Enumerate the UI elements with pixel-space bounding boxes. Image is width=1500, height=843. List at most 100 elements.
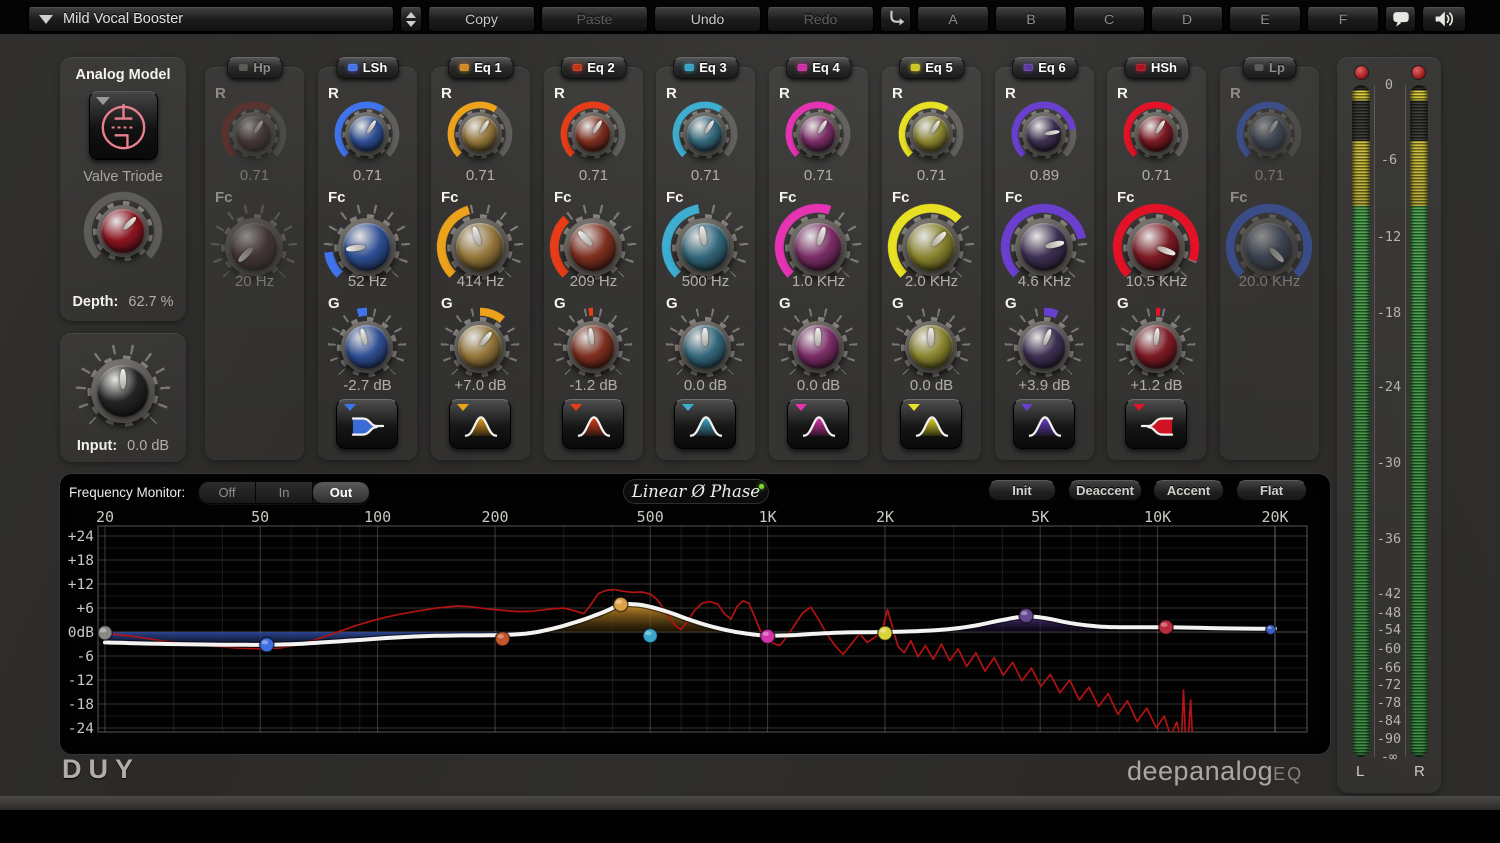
resonance-knob[interactable] — [334, 101, 400, 167]
resonance-knob[interactable] — [785, 101, 851, 167]
monitor-out-button[interactable]: Out — [313, 482, 369, 503]
gain-knob[interactable] — [327, 307, 407, 387]
knob-pointer — [119, 368, 127, 390]
resonance-knob[interactable] — [560, 101, 626, 167]
knob-cap — [230, 223, 278, 271]
frequency-knob[interactable] — [549, 203, 637, 291]
band-tab-eq1[interactable]: Eq 1 — [447, 57, 514, 79]
monitor-in-button[interactable]: In — [256, 482, 313, 503]
audio-button[interactable] — [1422, 6, 1466, 32]
curve-type-button[interactable] — [787, 399, 849, 449]
frequency-knob-slot — [661, 203, 749, 291]
deaccent-button[interactable]: Deaccent — [1068, 480, 1142, 501]
analog-model-panel: Analog Model Valve Triode Depth: 62.7 % — [60, 57, 186, 321]
resonance-knob[interactable] — [1236, 101, 1302, 167]
paste-button[interactable]: Paste — [541, 6, 648, 32]
gain-value: 0.0 dB — [909, 377, 954, 394]
knob-pointer — [1044, 239, 1065, 250]
resonance-value: 0.71 — [239, 167, 270, 184]
band-tab-eq6[interactable]: Eq 6 — [1011, 57, 1078, 79]
undo-button[interactable]: Undo — [654, 6, 761, 32]
depth-knob[interactable] — [83, 191, 163, 271]
knob-pointer — [815, 226, 827, 247]
resonance-knob-slot — [560, 101, 626, 167]
band-tab-hsh[interactable]: HSh — [1124, 57, 1189, 79]
input-knob-control[interactable] — [75, 343, 171, 439]
valve-triode-icon — [101, 103, 146, 150]
frequency-response-plot[interactable]: 20 50 100 200 500 1K 2K 5K 10K 20K +24 +18 +12 +6 0dB -… — [60, 474, 1330, 754]
init-button[interactable]: Init — [988, 480, 1056, 501]
gain-knob[interactable] — [440, 307, 520, 387]
redo-button[interactable]: Redo — [767, 6, 874, 32]
gain-knob[interactable] — [1004, 307, 1084, 387]
curve-type-button[interactable] — [1125, 399, 1187, 449]
preset-slot-d[interactable]: D — [1151, 6, 1223, 32]
gain-knob[interactable] — [553, 307, 633, 387]
frequency-knob[interactable] — [887, 203, 975, 291]
gain-knob[interactable] — [1116, 307, 1196, 387]
gain-label: G — [666, 295, 678, 312]
preset-slot-e[interactable]: E — [1229, 6, 1301, 32]
frequency-knob[interactable] — [1225, 203, 1313, 291]
monitor-off-button[interactable]: Off — [199, 482, 256, 503]
preset-stepper[interactable] — [400, 6, 422, 32]
frequency-label: Fc — [1230, 189, 1248, 206]
resonance-knob[interactable] — [898, 101, 964, 167]
band-tab-lp[interactable]: Lp — [1242, 57, 1297, 79]
frequency-knob[interactable] — [323, 203, 411, 291]
band-tab-eq4[interactable]: Eq 4 — [785, 57, 852, 79]
svg-text:-18: -18 — [68, 697, 94, 713]
curve-type-dropdown-icon — [1021, 404, 1033, 411]
preset-slot-b[interactable]: B — [995, 6, 1067, 32]
band-tab-eq3[interactable]: Eq 3 — [672, 57, 739, 79]
analog-model-selector[interactable] — [89, 91, 158, 160]
band-tab-hp[interactable]: Hp — [226, 57, 283, 79]
curve-type-button[interactable] — [900, 399, 962, 449]
linear-phase-badge[interactable]: Linear Ø Phase — [623, 479, 769, 504]
eq-band-lsh: LSh R 0.71 Fc 52 Hz G -2.7 dB — [318, 57, 417, 460]
frequency-knob[interactable] — [1000, 203, 1088, 291]
meter-scale-tick: -60 — [1376, 641, 1402, 657]
input-knob[interactable] — [75, 343, 171, 439]
frequency-knob[interactable] — [436, 203, 524, 291]
frequency-knob[interactable] — [1112, 203, 1200, 291]
preset-slot-c[interactable]: C — [1073, 6, 1145, 32]
clip-led-right[interactable] — [1411, 65, 1426, 80]
depth-knob-control[interactable] — [83, 191, 163, 271]
gain-knob[interactable] — [778, 307, 858, 387]
flat-button[interactable]: Flat — [1236, 480, 1307, 501]
gain-knob[interactable] — [665, 307, 745, 387]
gain-knob[interactable] — [891, 307, 971, 387]
curve-type-dropdown-icon — [457, 404, 469, 411]
frequency-knob[interactable] — [774, 203, 862, 291]
band-tab-lsh[interactable]: LSh — [335, 57, 400, 79]
preset-selector[interactable]: Mild Vocal Booster — [28, 6, 394, 32]
phase-led — [759, 484, 764, 489]
frequency-knob[interactable] — [661, 203, 749, 291]
band-tab-eq2[interactable]: Eq 2 — [560, 57, 627, 79]
resonance-knob[interactable] — [672, 101, 738, 167]
preset-slot-f[interactable]: F — [1307, 6, 1379, 32]
resonance-knob[interactable] — [447, 101, 513, 167]
curve-type-button[interactable] — [1013, 399, 1075, 449]
preset-slot-a[interactable]: A — [917, 6, 989, 32]
feedback-button[interactable] — [1385, 6, 1416, 32]
copy-button[interactable]: Copy — [428, 6, 535, 32]
knob-cap — [575, 116, 611, 152]
bell-curve-icon — [802, 416, 836, 437]
curve-type-button[interactable] — [449, 399, 511, 449]
curve-type-button[interactable] — [674, 399, 736, 449]
resonance-knob[interactable] — [1011, 101, 1077, 167]
svg-text:0dB: 0dB — [68, 625, 94, 641]
gain-knob-slot — [553, 307, 633, 387]
accent-button[interactable]: Accent — [1153, 480, 1224, 501]
resonance-knob[interactable] — [1123, 101, 1189, 167]
curve-type-button[interactable] — [336, 399, 398, 449]
band-tab-eq5[interactable]: Eq 5 — [898, 57, 965, 79]
clip-led-left[interactable] — [1354, 65, 1369, 80]
compare-button[interactable] — [880, 6, 911, 32]
resonance-knob[interactable] — [221, 101, 287, 167]
curve-type-button[interactable] — [562, 399, 624, 449]
frequency-knob[interactable] — [210, 203, 298, 291]
meter-channel-left-label: L — [1356, 763, 1365, 780]
